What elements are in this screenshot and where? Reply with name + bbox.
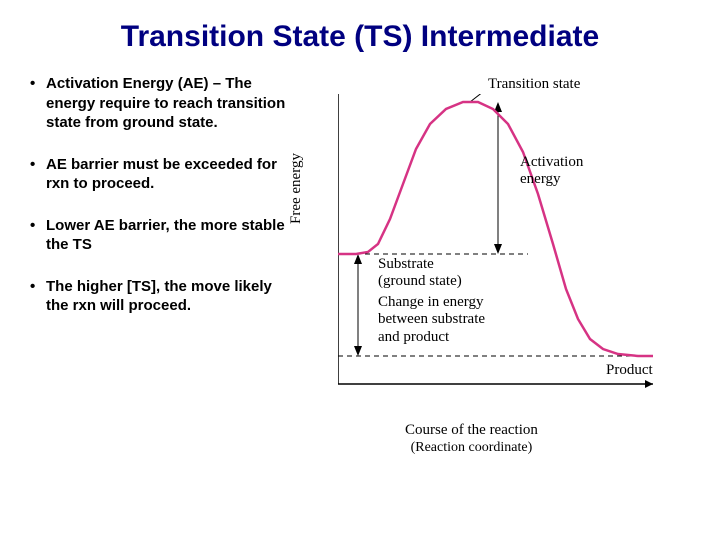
y-axis-label: Free energy — [288, 153, 305, 224]
bullet-item: Activation Energy (AE) – The energy requ… — [30, 74, 290, 133]
x-axis-label: Course of the reaction (Reaction coordin… — [405, 422, 538, 456]
chart-svg — [338, 94, 658, 404]
change-energy-label: Change in energybetween substrateand pro… — [378, 294, 485, 346]
ae-arrow-down — [494, 244, 502, 254]
substrate-label: Substrate(ground state) — [378, 256, 462, 291]
product-label: Product — [606, 362, 653, 379]
chart-container: Free energy — [300, 74, 690, 474]
transition-state-label: Transition state — [488, 76, 580, 93]
bullet-list: Activation Energy (AE) – The energy requ… — [30, 74, 290, 474]
ce-arrow-down — [354, 346, 362, 356]
bullet-item: AE barrier must be exceeded for rxn to p… — [30, 155, 290, 194]
bullet-item: Lower AE barrier, the more stable the TS — [30, 216, 290, 255]
activation-energy-label: Activationenergy — [520, 154, 583, 189]
ce-arrow-up — [354, 254, 362, 264]
x-axis-arrow — [645, 380, 653, 388]
plot-region: Transition state Activationenergy Substr… — [338, 94, 658, 404]
content-row: Activation Energy (AE) – The energy requ… — [30, 74, 690, 474]
page-title: Transition State (TS) Intermediate — [30, 20, 690, 54]
energy-diagram: Free energy — [300, 74, 680, 474]
bullet-item: The higher [TS], the move likely the rxn… — [30, 277, 290, 316]
